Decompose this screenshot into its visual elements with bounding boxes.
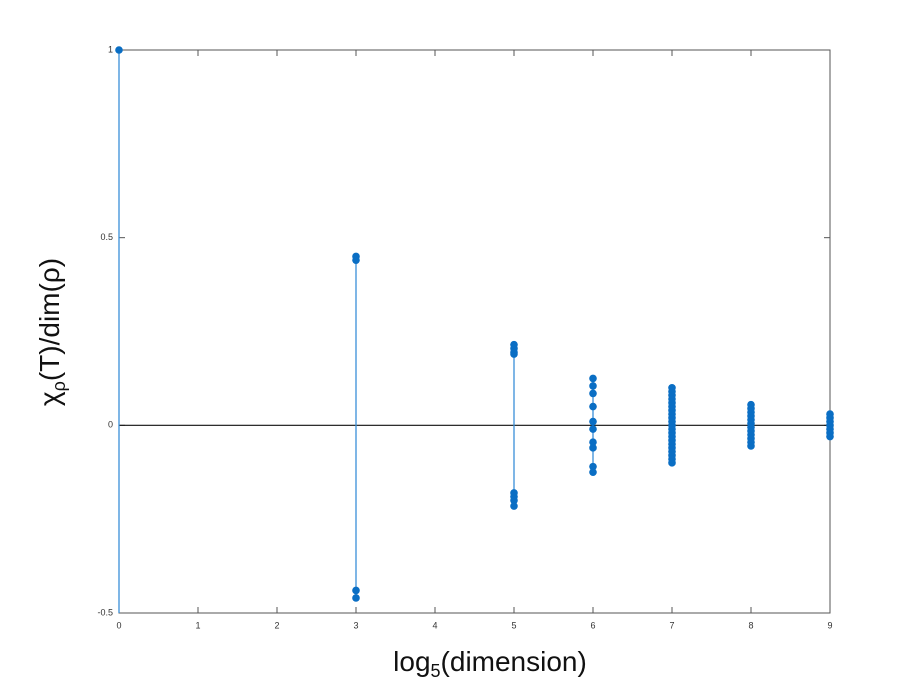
point — [747, 442, 755, 450]
point — [589, 438, 597, 447]
point — [510, 496, 518, 505]
point — [589, 402, 597, 411]
y-axis-label: χρ(T)/dim(ρ) — [34, 258, 68, 406]
x-axis-label: log5(dimension) — [393, 646, 587, 680]
x-tick-label: 4 — [432, 620, 437, 630]
point — [510, 502, 518, 510]
y-label-sub: ρ — [49, 381, 69, 391]
x-tick-label: 1 — [195, 620, 200, 630]
x-tick-label: 3 — [353, 620, 358, 630]
point — [589, 382, 597, 390]
x-tick-label: 6 — [590, 620, 595, 630]
point — [589, 425, 597, 433]
y-tick-label: 0 — [108, 420, 113, 430]
point — [668, 459, 676, 467]
point — [589, 374, 597, 383]
point — [589, 468, 597, 477]
x-tick-label: 2 — [274, 620, 279, 630]
point — [510, 350, 518, 358]
point — [589, 444, 597, 452]
x-tick-label: 7 — [669, 620, 674, 630]
x-tick-label: 8 — [748, 620, 753, 630]
point — [826, 432, 834, 441]
y-label-rest: (T)/dim(ρ) — [34, 258, 65, 381]
y-tick-label: 1 — [108, 44, 113, 54]
y-label-base: χ — [34, 391, 65, 406]
x-tick-label: 0 — [116, 620, 121, 630]
plot-frame — [118, 49, 831, 614]
x-label-sub: 5 — [431, 661, 441, 681]
point — [589, 417, 597, 426]
point — [352, 256, 360, 264]
y-tick-label: -0.5 — [97, 607, 113, 617]
point — [352, 586, 360, 595]
x-tick-label: 5 — [511, 620, 516, 630]
point — [115, 46, 123, 54]
point — [589, 462, 597, 471]
point — [352, 594, 360, 602]
x-tick-label: 9 — [827, 620, 832, 630]
y-tick-label: 0.5 — [100, 232, 113, 242]
x-label-base: log — [393, 646, 430, 677]
point — [589, 389, 597, 398]
x-label-rest: (dimension) — [441, 646, 587, 677]
